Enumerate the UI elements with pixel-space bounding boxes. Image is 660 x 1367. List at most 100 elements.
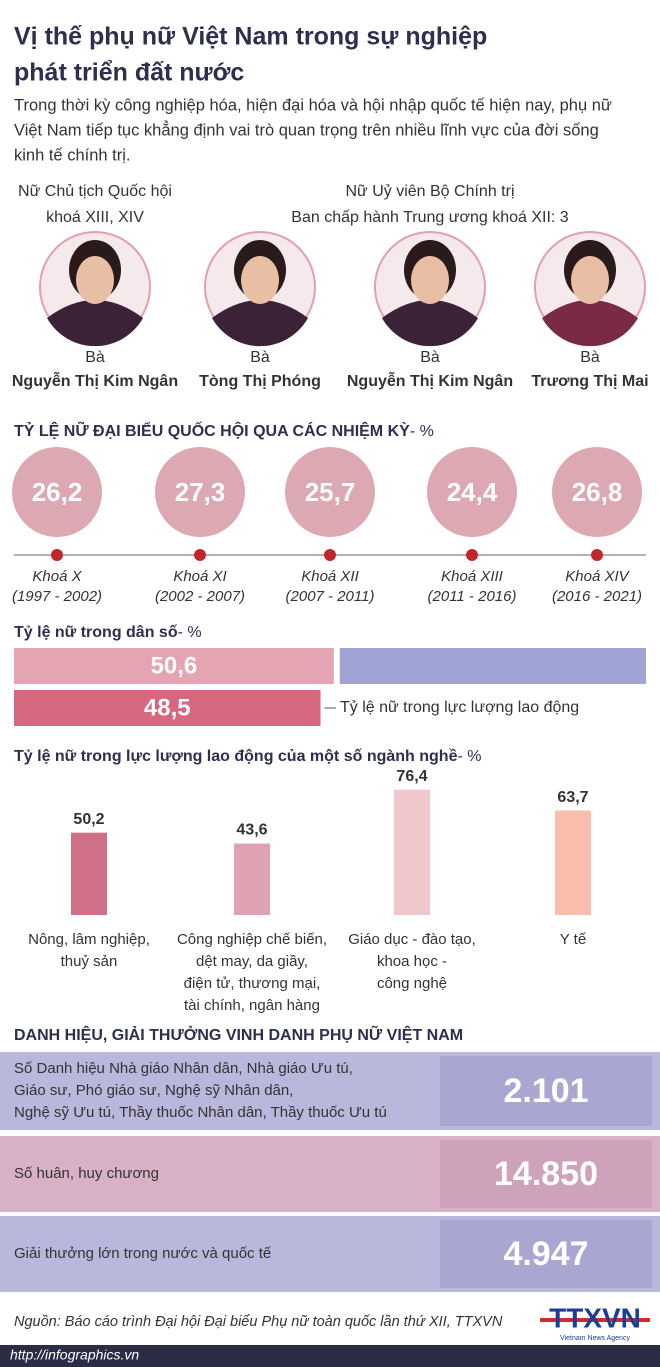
- portrait-face: [411, 256, 449, 304]
- award-label: Số huân, huy chương: [14, 1165, 159, 1182]
- bar-gap: [333, 648, 340, 684]
- term-circle: [552, 447, 642, 537]
- term-years: (2007 - 2011): [286, 588, 375, 605]
- portrait-face: [571, 256, 609, 304]
- sector-bar: [555, 810, 591, 915]
- sector-name: dệt may, da giầy,: [196, 953, 308, 970]
- term-name: Khoá XIV: [565, 568, 630, 585]
- award-value: 14.850: [494, 1155, 598, 1193]
- term-circle: [427, 447, 517, 537]
- section-unit: - %: [178, 624, 202, 641]
- award-label: Nghệ sỹ Ưu tú, Thầy thuốc Nhân dân, Thầy…: [14, 1104, 387, 1121]
- group-label: Nữ Chủ tịch Quốc hội: [18, 183, 172, 200]
- timeline-dot: [51, 549, 63, 561]
- sector-name: khoa học -: [377, 953, 447, 970]
- person-name: Nguyễn Thị Kim Ngân: [347, 371, 513, 390]
- sector-name: tài chính, ngân hàng: [184, 997, 320, 1014]
- section-unit: - %: [457, 748, 481, 765]
- award-value: 4.947: [503, 1235, 588, 1273]
- sector-name: Công nghiệp chế biến,: [177, 931, 327, 948]
- portrait-face: [76, 256, 114, 304]
- term-years: (1997 - 2002): [12, 588, 102, 605]
- population-value: 48,5: [144, 694, 191, 721]
- sector-value: 76,4: [396, 768, 427, 785]
- section-title-text: Tỷ lệ nữ trong lực lượng lao động của mộ…: [14, 748, 458, 765]
- timeline-dot: [324, 549, 336, 561]
- source: Nguồn: Báo cáo trình Đại hội Đại biểu Ph…: [14, 1314, 503, 1330]
- labor-caption: Tỷ lệ nữ trong lực lượng lao động: [340, 699, 579, 716]
- person-prefix: Bà: [85, 349, 105, 366]
- sector-name: Y tế: [560, 931, 587, 948]
- terms-title: TỶ LỆ NỮ ĐẠI BIỂU QUỐC HỘI QUA CÁC NHIỆM…: [14, 420, 434, 440]
- term-value: 27,3: [175, 477, 226, 507]
- term-circle: [155, 447, 245, 537]
- sector-name: điện tử, thương mại,: [184, 975, 321, 992]
- term-circle: [285, 447, 375, 537]
- person-name: Nguyễn Thị Kim Ngân: [12, 371, 178, 390]
- term-value: 25,7: [305, 477, 356, 507]
- footer-bar: [0, 1345, 660, 1367]
- intro-text: kinh tế chính trị.: [14, 146, 130, 164]
- portrait-figure: [47, 300, 143, 347]
- sector-value: 50,2: [73, 811, 104, 828]
- footer-url: http://infographics.vn: [10, 1347, 139, 1363]
- intro-text: Việt Nam tiếp tục khẳng định vai trò qua…: [14, 120, 599, 139]
- sector-bar: [394, 789, 430, 915]
- term-years: (2002 - 2007): [155, 588, 245, 605]
- title: phát triển đất nước: [14, 59, 244, 87]
- award-value: 2.101: [503, 1072, 588, 1110]
- term-name: Khoá XII: [301, 568, 359, 585]
- portrait-figure: [212, 300, 308, 347]
- term-value: 26,2: [32, 477, 83, 507]
- sector-name: Giáo dục - đào tạo,: [348, 931, 476, 948]
- person-name: Trương Thị Mai: [531, 373, 648, 390]
- term-years: (2011 - 2016): [428, 588, 517, 605]
- timeline-dot: [591, 549, 603, 561]
- group-label: Ban chấp hành Trung ương khoá XII: 3: [291, 209, 568, 226]
- term-years: (2016 - 2021): [552, 588, 642, 605]
- sector-name: Nông, lâm nghiệp,: [28, 931, 150, 948]
- portrait-figure: [382, 300, 478, 347]
- section-unit: - %: [410, 423, 434, 440]
- award-label: Số Danh hiệu Nhà giáo Nhân dân, Nhà giáo…: [14, 1060, 353, 1077]
- group-label: Nữ Uỷ viên Bộ Chính trị: [346, 183, 515, 200]
- group-label: khoá XIII, XIV: [46, 209, 144, 226]
- person-prefix: Bà: [250, 349, 270, 366]
- award-value-box: [440, 1220, 652, 1288]
- section-title-text: TỶ LỆ NỮ ĐẠI BIỂU QUỐC HỘI QUA CÁC NHIỆM…: [14, 420, 410, 440]
- term-name: Khoá X: [32, 568, 82, 585]
- award-label: Giáo sư, Phó giáo sư, Nghệ sỹ Nhân dân,: [14, 1082, 293, 1099]
- awards-title: DANH HIỆU, GIẢI THƯỞNG VINH DANH PHỤ NỮ …: [14, 1024, 463, 1044]
- population-bar: [14, 690, 321, 726]
- title: Vị thế phụ nữ Việt Nam trong sự nghiệp: [14, 23, 487, 51]
- section-title-text: Tỷ lệ nữ trong dân số: [14, 624, 178, 641]
- term-value: 26,8: [572, 477, 623, 507]
- term-value: 24,4: [447, 477, 498, 507]
- timeline-dot: [466, 549, 478, 561]
- sector-name: công nghệ: [377, 975, 447, 992]
- timeline-dot: [194, 549, 206, 561]
- sector-bar: [234, 843, 270, 915]
- term-circle: [12, 447, 102, 537]
- person-prefix: Bà: [420, 349, 440, 366]
- population-bar: [14, 648, 334, 684]
- person-prefix: Bà: [580, 349, 600, 366]
- sector-value: 43,6: [236, 822, 267, 839]
- logo-sub: Vietnam News Agency: [560, 1335, 630, 1342]
- portrait-face: [241, 256, 279, 304]
- award-value-box: [440, 1056, 652, 1126]
- population-value: 50,6: [151, 652, 198, 679]
- population-title: Tỷ lệ nữ trong dân số- %: [14, 624, 202, 641]
- portrait-figure: [542, 300, 638, 347]
- sectors-title: Tỷ lệ nữ trong lực lượng lao động của mộ…: [14, 748, 481, 765]
- sector-name: thuỷ sản: [61, 953, 118, 970]
- logo-stripe: [540, 1318, 650, 1322]
- award-label: Giải thưởng lớn trong nước và quốc tế: [14, 1245, 272, 1262]
- logo: TTXVN: [549, 1302, 641, 1333]
- sector-value: 63,7: [557, 789, 588, 806]
- term-name: Khoá XIII: [441, 568, 503, 585]
- intro-text: Trong thời kỳ công nghiệp hóa, hiện đại …: [14, 96, 612, 114]
- sector-bar: [71, 832, 107, 915]
- term-name: Khoá XI: [173, 568, 226, 585]
